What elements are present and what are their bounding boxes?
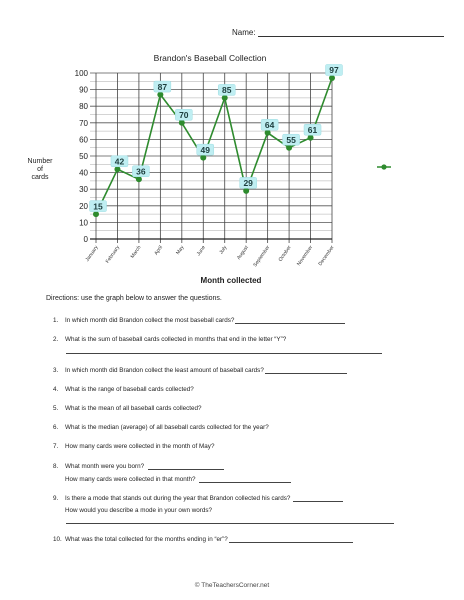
- x-tick-label: December: [317, 244, 335, 267]
- data-label: 55: [282, 133, 300, 146]
- answer-blank[interactable]: [148, 463, 225, 470]
- question-2: 2. What is the sum of baseball cards coll…: [53, 336, 287, 343]
- x-tick-label: March: [130, 245, 143, 260]
- data-label: 70: [175, 109, 193, 121]
- footer-copyright: © TheTeachersCorner.net: [194, 582, 270, 589]
- data-point: [157, 91, 164, 98]
- data-point: [307, 134, 314, 141]
- y-tick-label: 10: [79, 218, 88, 227]
- y-tick-label: 40: [79, 169, 88, 178]
- answer-blank[interactable]: [198, 476, 291, 483]
- question-8: 8. What month were you born?: [53, 463, 225, 470]
- svg-text:97: 97: [329, 65, 339, 75]
- data-point: [200, 154, 207, 161]
- x-tick-label: October: [278, 244, 293, 262]
- y-tick-label: 20: [79, 202, 88, 211]
- data-label: 15: [89, 200, 107, 212]
- svg-text:49: 49: [201, 145, 211, 155]
- data-point: [135, 176, 142, 183]
- y-tick-label: 70: [79, 119, 88, 128]
- y-tick-label: 90: [79, 86, 88, 95]
- chart-grid: [90, 72, 333, 243]
- y-tick-label: 50: [79, 152, 88, 161]
- data-label: 29: [239, 177, 257, 189]
- data-point: [286, 144, 293, 151]
- legend-marker: [377, 164, 391, 170]
- x-tick-label: April: [153, 245, 164, 257]
- y-axis-label-line: of: [37, 166, 43, 173]
- question-4: 4. What is the range of baseball cards co…: [53, 386, 194, 393]
- answer-line[interactable]: [66, 522, 394, 524]
- question-9b: How would you describe a mode in your ow…: [65, 507, 213, 514]
- data-point: [243, 187, 250, 194]
- svg-text:15: 15: [93, 201, 103, 211]
- x-tick-label: June: [196, 245, 207, 258]
- data-point: [264, 129, 271, 136]
- svg-text:64: 64: [265, 120, 275, 130]
- x-tick-labels: January February March April May June July Augu…: [85, 244, 336, 268]
- x-tick-label: September: [252, 244, 271, 268]
- y-tick-label: 30: [79, 185, 88, 194]
- name-field[interactable]: Name:: [232, 28, 444, 37]
- x-tick-label: August: [236, 244, 250, 261]
- data-label: 64: [260, 119, 279, 131]
- x-tick-label: February: [105, 244, 122, 264]
- data-point: [221, 94, 228, 101]
- line-chart: Brandon's Baseball Collection Numberofca…: [28, 53, 391, 285]
- data-point: [114, 166, 121, 173]
- chart-title: Brandon's Baseball Collection: [154, 53, 267, 63]
- question-7: 7. How many cards were collected in the m…: [53, 443, 215, 450]
- question-1: 1. In which month did Brandon collect the…: [53, 317, 346, 324]
- x-tick-label: July: [218, 244, 228, 255]
- data-label: 85: [217, 84, 236, 96]
- question-5: 5. What is the mean of all baseball cards…: [53, 405, 202, 412]
- svg-text:87: 87: [158, 82, 168, 92]
- svg-text:42: 42: [115, 156, 125, 166]
- data-label: 87: [153, 80, 172, 93]
- question-3: 3. In which month did Brandon collect the…: [53, 367, 347, 374]
- svg-text:36: 36: [136, 166, 146, 176]
- svg-text:61: 61: [308, 125, 318, 135]
- svg-text:70: 70: [179, 110, 189, 120]
- y-tick-labels: 0 10 20 30 40 50 60 70 80 90 100: [75, 69, 89, 244]
- data-point: [93, 211, 99, 218]
- y-axis-label-line: cards: [31, 174, 49, 181]
- svg-text:55: 55: [286, 135, 296, 145]
- y-tick-label: 100: [75, 69, 89, 78]
- data-point: [329, 74, 335, 81]
- x-axis-label: Month collected: [201, 276, 262, 285]
- name-label: Name:: [232, 28, 256, 37]
- x-tick-label: May: [175, 244, 186, 256]
- svg-text:85: 85: [222, 85, 232, 95]
- x-tick-label: January: [85, 244, 100, 262]
- data-label: 42: [110, 155, 129, 168]
- data-label: 49: [196, 143, 215, 156]
- name-blank[interactable]: [257, 28, 444, 37]
- y-tick-label: 60: [79, 135, 88, 144]
- answer-blank[interactable]: [235, 317, 346, 324]
- x-tick-label: November: [296, 244, 314, 267]
- y-axis-label-line: Number: [28, 158, 54, 165]
- data-points: [93, 74, 335, 218]
- question-8b: How many cards were collected in that mo…: [65, 476, 291, 483]
- question-9: 9. Is there a mode that stands out during…: [53, 495, 344, 502]
- question-10: 10. What was the total collected for the …: [53, 536, 353, 543]
- answer-line[interactable]: [66, 352, 382, 354]
- data-label: 36: [132, 165, 150, 177]
- y-tick-label: 0: [84, 235, 89, 244]
- y-tick-label: 80: [79, 102, 88, 111]
- data-labels: 15 42 36 87 70 49 85 29 64 55 61 97: [89, 64, 343, 212]
- data-point: [178, 119, 185, 126]
- answer-blank[interactable]: [293, 495, 344, 502]
- question-6: 6. What is the median (average) of all ba…: [53, 424, 269, 431]
- svg-text:29: 29: [243, 178, 253, 188]
- data-label: 61: [303, 123, 322, 136]
- answer-blank[interactable]: [264, 367, 347, 374]
- data-label: 97: [325, 64, 343, 76]
- series-line: [95, 77, 333, 215]
- directions-text: Directions: use the graph below to answe…: [46, 295, 222, 302]
- answer-blank[interactable]: [228, 536, 353, 543]
